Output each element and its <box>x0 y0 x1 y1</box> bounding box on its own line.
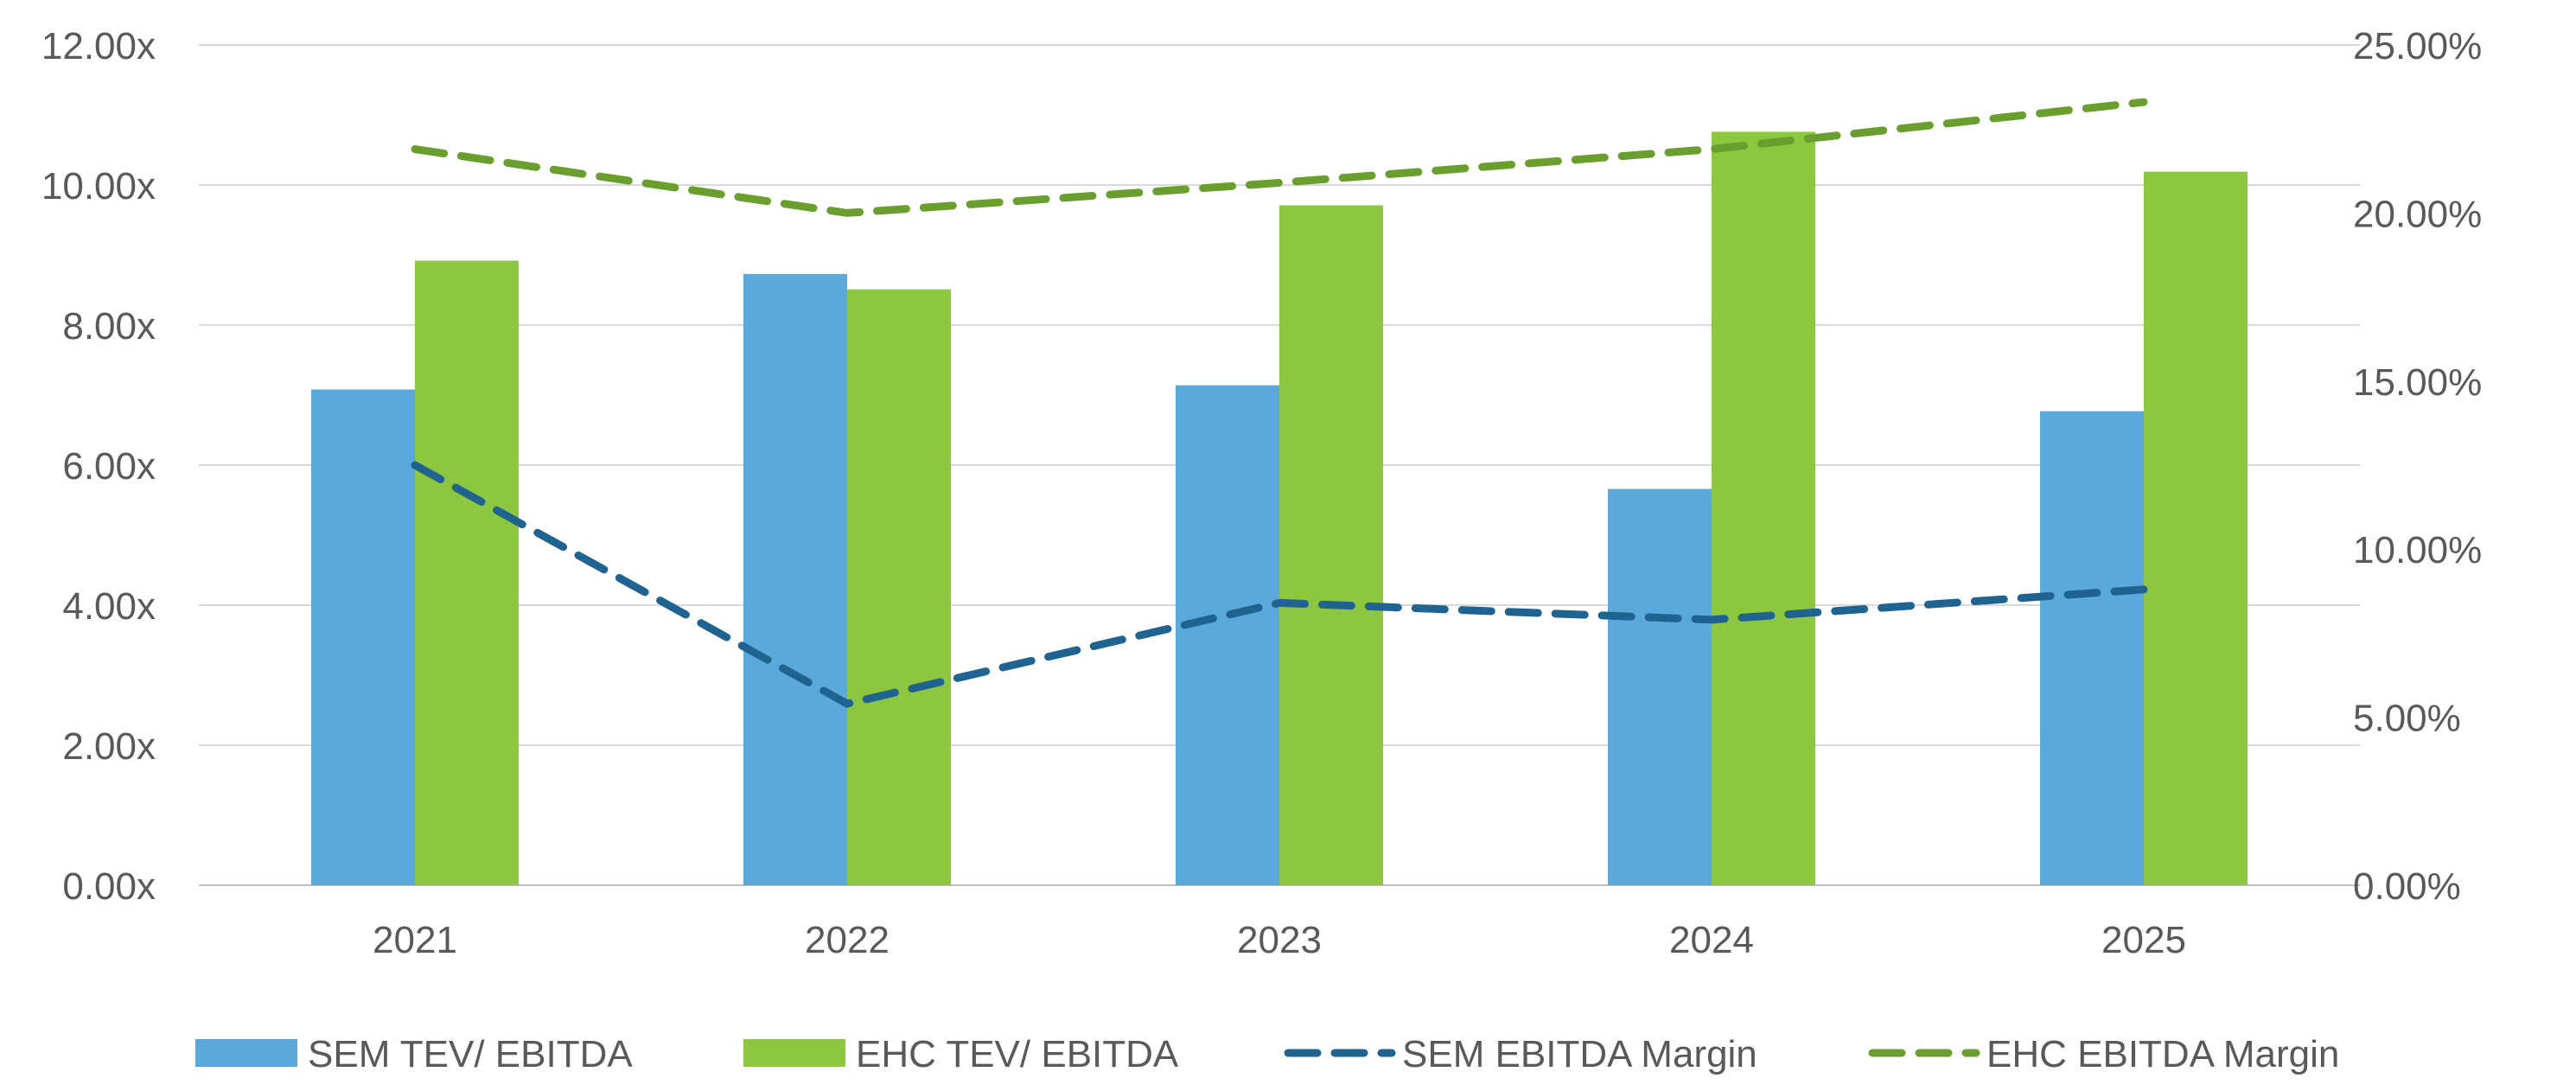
left-tick-label: 2.00x <box>62 725 156 768</box>
x-tick-label: 2024 <box>1669 919 1754 961</box>
left-tick-label: 8.00x <box>62 305 156 348</box>
legend-label: EHC TEV/ EBITDA <box>856 1033 1179 1075</box>
legend-label: SEM EBITDA Margin <box>1402 1033 1757 1075</box>
right-tick-label: 25.00% <box>2353 25 2482 67</box>
right-tick-label: 20.00% <box>2353 193 2482 235</box>
series-line <box>411 461 2148 708</box>
bar <box>2040 411 2144 885</box>
right-tick-label: 15.00% <box>2353 361 2482 404</box>
x-tick-label: 2021 <box>373 919 457 961</box>
line-series-group <box>411 98 2148 708</box>
legend-label: EHC EBITDA Margin <box>1986 1033 2339 1075</box>
right-tick-label: 5.00% <box>2353 698 2461 740</box>
left-tick-label: 12.00x <box>41 25 156 67</box>
legend-swatch <box>743 1039 845 1067</box>
legend-item: SEM TEV/ EBITDA <box>195 1033 633 1075</box>
legend-swatch <box>195 1039 297 1067</box>
bar <box>743 273 847 885</box>
legend-item: SEM EBITDA Margin <box>1284 1033 1757 1075</box>
x-tick-label: 2025 <box>2101 919 2186 961</box>
bar <box>1176 385 1279 885</box>
left-tick-label: 10.00x <box>41 165 156 207</box>
right-tick-label: 10.00% <box>2353 529 2482 571</box>
series-line <box>411 98 2148 217</box>
left-tick-label: 4.00x <box>62 585 156 628</box>
legend: SEM TEV/ EBITDA EHC TEV/ EBITDA SEM EBITDA… <box>195 1033 2339 1075</box>
legend-label: SEM TEV/ EBITDA <box>308 1033 633 1075</box>
legend-item: EHC EBITDA Margin <box>1868 1033 2339 1075</box>
bar <box>1712 131 1815 885</box>
bar <box>1608 488 1712 885</box>
bar-series-group <box>311 131 2248 886</box>
x-tick-label: 2023 <box>1237 919 1322 961</box>
bar <box>1279 205 1383 886</box>
bar <box>415 260 519 886</box>
right-axis: 0.00% 5.00% 10.00% 15.00% 20.00% 25.00% <box>2353 25 2482 908</box>
bar <box>2144 171 2248 886</box>
left-tick-label: 6.00x <box>62 445 156 488</box>
x-tick-label: 2022 <box>805 919 889 961</box>
bar <box>847 289 951 885</box>
right-tick-label: 0.00% <box>2353 865 2461 908</box>
left-axis: 0.00x 2.00x 4.00x 6.00x 8.00x 10.00x 12.00x <box>41 25 156 908</box>
bar <box>311 389 415 885</box>
legend-item: EHC TEV/ EBITDA <box>743 1033 1179 1075</box>
left-tick-label: 0.00x <box>62 865 156 908</box>
x-axis: 2021 2022 2023 2024 2025 <box>373 919 2186 961</box>
